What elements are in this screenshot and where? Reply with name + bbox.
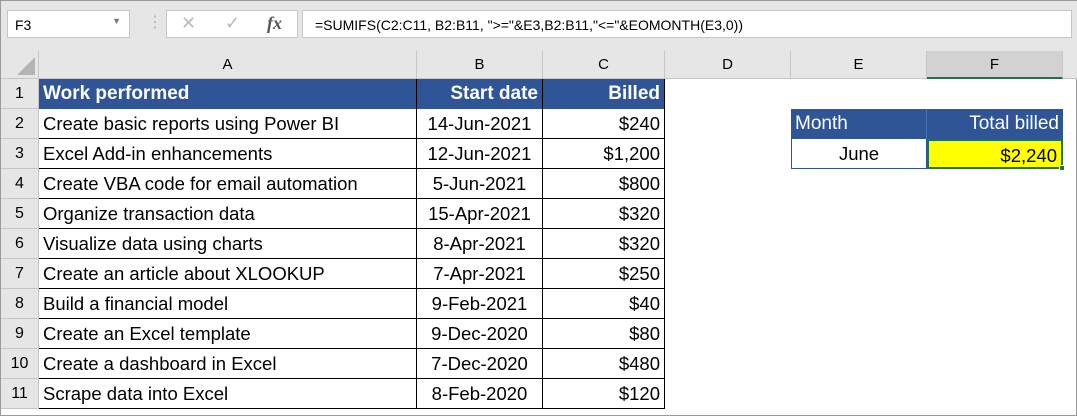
fx-icon[interactable]: fx <box>267 13 282 33</box>
row-header-7[interactable]: 7 <box>1 259 39 289</box>
table-cell[interactable]: $120 <box>543 379 665 409</box>
table-cell[interactable]: 8-Feb-2020 <box>417 379 543 409</box>
column-header-c[interactable]: C <box>543 51 665 79</box>
table-cell[interactable]: Visualize data using charts <box>39 229 417 259</box>
table-header-cell[interactable]: Start date <box>417 79 543 109</box>
table-cell[interactable]: 15-Apr-2021 <box>417 199 543 229</box>
row-header-4[interactable]: 4 <box>1 169 39 199</box>
table-cell[interactable]: Create VBA code for email automation <box>39 169 417 199</box>
table-cell[interactable]: Create basic reports using Power BI <box>39 109 417 139</box>
chevron-down-icon[interactable]: ▼ <box>112 16 121 26</box>
row-header-6[interactable]: 6 <box>1 229 39 259</box>
column-header-f[interactable]: F <box>927 51 1063 79</box>
enter-icon[interactable]: ✓ <box>225 13 241 33</box>
table-cell[interactable]: Create an article about XLOOKUP <box>39 259 417 289</box>
table-cell[interactable]: $40 <box>543 289 665 319</box>
row-header-3[interactable]: 3 <box>1 139 39 169</box>
summary-month-header[interactable]: Month <box>791 109 927 139</box>
cancel-icon[interactable]: ✕ <box>181 13 197 33</box>
row-header-8[interactable]: 8 <box>1 289 39 319</box>
row-header-11[interactable]: 11 <box>1 379 39 409</box>
column-header-d[interactable]: D <box>665 51 791 79</box>
row-header-10[interactable]: 10 <box>1 349 39 379</box>
column-header-b[interactable]: B <box>417 51 543 79</box>
column-header-e[interactable]: E <box>791 51 927 79</box>
formula-input[interactable]: =SUMIFS(C2:C11, B2:B11, ">="&E3,B2:B11,"… <box>302 10 1072 38</box>
table-cell[interactable]: $320 <box>543 199 665 229</box>
table-cell[interactable]: 7-Apr-2021 <box>417 259 543 289</box>
row-header-5[interactable]: 5 <box>1 199 39 229</box>
table-cell[interactable]: Create a dashboard in Excel <box>39 349 417 379</box>
table-cell[interactable]: 5-Jun-2021 <box>417 169 543 199</box>
name-box-value: F3 <box>15 17 32 33</box>
table-cell[interactable]: $480 <box>543 349 665 379</box>
formula-buttons: ✕ ✓ fx <box>166 10 298 38</box>
table-cell[interactable]: 12-Jun-2021 <box>417 139 543 169</box>
table-header-cell[interactable]: Work performed <box>39 79 417 109</box>
table-cell[interactable]: Organize transaction data <box>39 199 417 229</box>
select-all-button[interactable] <box>1 51 39 79</box>
table-cell[interactable]: Create an Excel template <box>39 319 417 349</box>
table-cell[interactable]: 9-Dec-2020 <box>417 319 543 349</box>
row-header-2[interactable]: 2 <box>1 109 39 139</box>
name-box[interactable]: F3 ▼ <box>7 10 130 38</box>
table-cell[interactable]: $1,200 <box>543 139 665 169</box>
table-cell[interactable]: $80 <box>543 319 665 349</box>
table-cell[interactable]: 9-Feb-2021 <box>417 289 543 319</box>
row-header-9[interactable]: 9 <box>1 319 39 349</box>
table-cell[interactable]: $320 <box>543 229 665 259</box>
table-cell[interactable]: Build a financial model <box>39 289 417 319</box>
table-cell[interactable]: 7-Dec-2020 <box>417 349 543 379</box>
table-cell[interactable]: Scrape data into Excel <box>39 379 417 409</box>
table-cell[interactable]: Excel Add-in enhancements <box>39 139 417 169</box>
summary-total-header[interactable]: Total billed <box>927 109 1063 139</box>
table-header-cell[interactable]: Billed <box>543 79 665 109</box>
column-header-a[interactable]: A <box>39 51 417 79</box>
fill-handle[interactable] <box>1059 165 1065 171</box>
row-header-1[interactable]: 1 <box>1 79 39 109</box>
column-header-blank <box>1063 51 1077 79</box>
table-cell[interactable]: $250 <box>543 259 665 289</box>
grip-icon: ⋮ <box>147 14 163 31</box>
formula-bar-area: F3 ▼ ⋮ ✕ ✓ fx =SUMIFS(C2:C11, B2:B11, ">=… <box>1 1 1077 51</box>
table-cell[interactable]: $800 <box>543 169 665 199</box>
summary-total-cell[interactable]: $2,240 <box>927 139 1063 169</box>
table-cell[interactable]: $240 <box>543 109 665 139</box>
table-cell[interactable]: 8-Apr-2021 <box>417 229 543 259</box>
table-cell[interactable]: 14-Jun-2021 <box>417 109 543 139</box>
summary-month-cell[interactable]: June <box>791 139 927 169</box>
